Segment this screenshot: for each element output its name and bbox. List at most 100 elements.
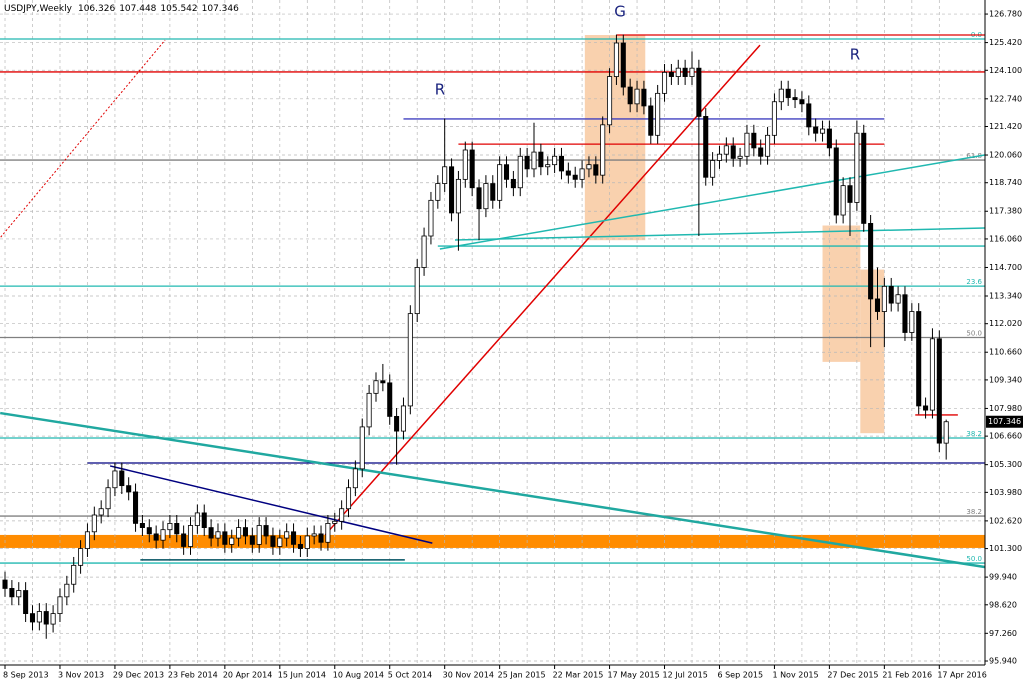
candle-body	[785, 88, 791, 98]
candle-body	[668, 71, 674, 77]
candle-body	[888, 285, 894, 304]
x-tick-label: 23 Feb 2014	[168, 671, 218, 680]
candle-body	[256, 525, 262, 545]
candle-body	[181, 533, 187, 547]
candle-body	[483, 183, 489, 210]
candle-body	[57, 596, 63, 615]
candle-body	[902, 294, 908, 333]
candle-body	[510, 178, 516, 189]
candle-body	[819, 128, 826, 134]
candle-body	[201, 512, 207, 528]
candle-body	[627, 86, 633, 105]
candle-body	[284, 531, 290, 539]
y-tick-label: 113.340	[989, 291, 1022, 300]
wave-label: R	[850, 46, 860, 64]
candle-body	[868, 223, 874, 300]
candle-body	[291, 531, 297, 545]
y-tick-label: 112.020	[989, 319, 1022, 328]
candle-body	[689, 67, 695, 77]
candle-body	[648, 105, 654, 136]
candle-body	[435, 183, 441, 201]
candle-body	[503, 164, 510, 180]
y-tick-label: 98.620	[989, 600, 1017, 609]
candle-body	[394, 416, 400, 432]
x-tick-label: 12 Jul 2015	[663, 671, 708, 680]
x-tick-label: 5 Oct 2014	[388, 671, 432, 680]
y-tick-label: 95.940	[989, 657, 1017, 666]
candle-body	[607, 76, 613, 126]
candle-body	[407, 313, 413, 407]
candle-body	[497, 164, 503, 201]
level-label: 50.0	[966, 555, 982, 563]
last-high: 107.448	[119, 4, 156, 14]
candle-body	[71, 564, 77, 585]
candle-body	[318, 533, 324, 543]
x-tick-label: 29 Dec 2013	[113, 671, 164, 680]
y-tick-label: 116.060	[989, 234, 1022, 243]
candle-body	[50, 613, 56, 625]
candle-body	[194, 512, 200, 526]
wave-label: R	[435, 81, 445, 99]
x-tick-label: 8 Sep 2013	[3, 671, 49, 680]
x-tick-label: 27 Dec 2015	[827, 671, 878, 680]
level-label: 38.2	[966, 508, 982, 516]
candle-body	[874, 298, 881, 312]
candle-body	[847, 185, 853, 203]
support-band	[0, 534, 985, 548]
axis-mask	[0, 665, 1024, 683]
y-tick-label: 118.740	[989, 178, 1022, 187]
candle-body	[613, 42, 619, 77]
candle-body	[916, 311, 922, 407]
candle-body	[579, 168, 585, 180]
candle-body	[160, 529, 166, 541]
candle-body	[943, 421, 949, 444]
candle-body	[153, 533, 159, 541]
candle-body	[771, 101, 777, 136]
candle-body	[297, 543, 303, 549]
candle-body	[236, 527, 242, 539]
y-tick-label: 126.780	[989, 10, 1022, 19]
last-low: 105.542	[160, 4, 197, 14]
candle-body	[449, 166, 455, 214]
y-tick-label: 121.420	[989, 122, 1022, 131]
candle-body	[696, 67, 702, 117]
candle-body	[531, 151, 537, 170]
candle-body	[476, 187, 482, 210]
trend-line	[324, 44, 761, 536]
y-tick-label: 125.420	[989, 38, 1022, 47]
candle-body	[105, 487, 111, 510]
candle-body	[208, 527, 214, 539]
candle-body	[661, 71, 668, 94]
candle-body	[833, 147, 839, 216]
x-tick-label: 1 Nov 2015	[772, 671, 818, 680]
candle-body	[758, 147, 764, 157]
candle-body	[462, 149, 468, 180]
candle-body	[387, 382, 393, 417]
price-marker-label: 107.346	[988, 417, 1021, 426]
x-tick-label: 15 Jun 2014	[278, 671, 326, 680]
y-tick-label: 105.300	[989, 460, 1022, 469]
candle-body	[854, 132, 860, 203]
x-tick-label: 3 Nov 2013	[58, 671, 104, 680]
candle-body	[565, 170, 571, 176]
y-tick-label: 97.260	[989, 629, 1017, 638]
candle-body	[655, 92, 661, 136]
candle-body	[332, 520, 338, 524]
y-tick-label: 124.100	[989, 66, 1022, 75]
price-marker	[986, 415, 1023, 428]
y-tick-label: 106.660	[989, 432, 1022, 441]
candle-body	[765, 134, 771, 157]
zone	[822, 225, 861, 362]
candle-body	[311, 533, 317, 537]
symbol-title: USDJPY,Weekly	[4, 4, 73, 14]
candle-body	[229, 537, 235, 545]
candle-body	[215, 531, 221, 539]
x-tick-label: 30 Nov 2014	[443, 671, 494, 680]
candle-body	[861, 132, 867, 224]
candle-body	[139, 522, 145, 528]
candle-body	[91, 514, 97, 533]
candle-body	[304, 535, 310, 549]
candle-body	[723, 145, 729, 155]
candle-body	[840, 185, 846, 216]
candle-body	[428, 199, 434, 237]
